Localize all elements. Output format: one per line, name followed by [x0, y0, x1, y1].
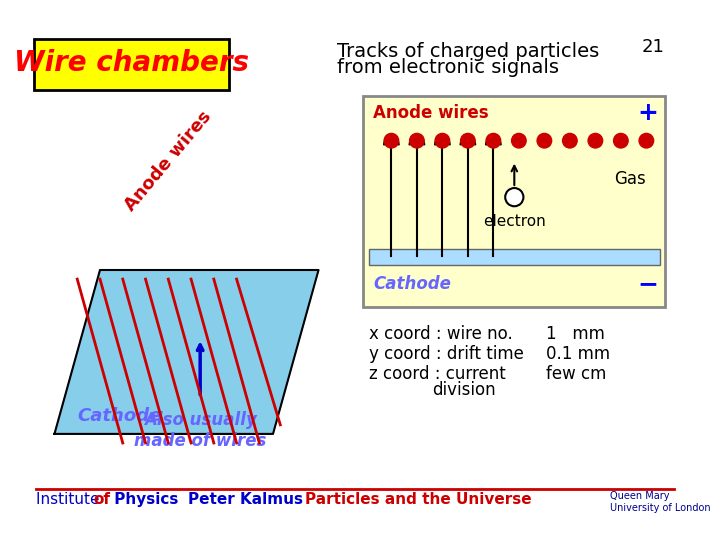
- Text: +: +: [638, 102, 659, 125]
- Text: Tracks of charged particles: Tracks of charged particles: [337, 42, 599, 61]
- Text: Particles and the Universe: Particles and the Universe: [305, 492, 532, 507]
- Text: −: −: [638, 272, 659, 296]
- Text: y coord : drift time: y coord : drift time: [369, 345, 523, 363]
- Circle shape: [588, 133, 603, 148]
- Circle shape: [461, 133, 475, 148]
- Text: 1   mm: 1 mm: [546, 325, 605, 343]
- Circle shape: [486, 133, 500, 148]
- Circle shape: [562, 133, 577, 148]
- Circle shape: [505, 188, 523, 206]
- Text: division: division: [433, 381, 496, 399]
- Circle shape: [639, 133, 654, 148]
- FancyBboxPatch shape: [35, 39, 229, 90]
- FancyBboxPatch shape: [363, 96, 665, 307]
- Text: Gas: Gas: [615, 170, 647, 188]
- Text: Cathode: Cathode: [77, 407, 161, 424]
- Text: Cathode: Cathode: [373, 275, 451, 293]
- Text: Queen Mary
University of London: Queen Mary University of London: [610, 491, 711, 513]
- Text: of: of: [94, 492, 111, 507]
- Circle shape: [537, 133, 552, 148]
- Text: Peter Kalmus: Peter Kalmus: [188, 492, 303, 507]
- Text: z coord : current: z coord : current: [369, 364, 505, 383]
- Text: Physics: Physics: [109, 492, 179, 507]
- Text: Institute: Institute: [36, 492, 104, 507]
- Circle shape: [435, 133, 450, 148]
- Text: Anode wires: Anode wires: [373, 104, 489, 123]
- Text: few cm: few cm: [546, 364, 606, 383]
- Circle shape: [410, 133, 424, 148]
- Text: Wire chambers: Wire chambers: [14, 49, 249, 77]
- Polygon shape: [55, 270, 318, 434]
- Text: Anode wires: Anode wires: [122, 107, 215, 214]
- Circle shape: [384, 133, 399, 148]
- Text: Also usually
made of wires: Also usually made of wires: [134, 411, 266, 450]
- Text: electron: electron: [483, 213, 546, 228]
- Circle shape: [613, 133, 628, 148]
- Text: from electronic signals: from electronic signals: [337, 58, 559, 77]
- Text: x coord : wire no.: x coord : wire no.: [369, 325, 513, 343]
- Text: 21: 21: [642, 38, 665, 56]
- Bar: [369, 249, 660, 266]
- Circle shape: [512, 133, 526, 148]
- Text: 0.1 mm: 0.1 mm: [546, 345, 611, 363]
